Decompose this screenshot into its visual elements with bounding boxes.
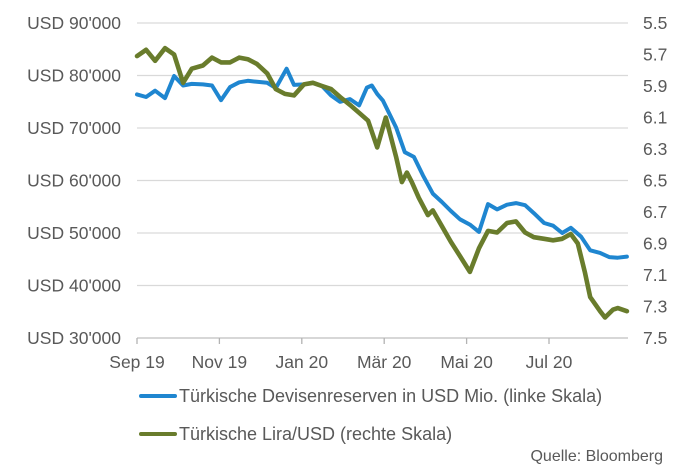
left-axis-tick-label: USD 90'000 bbox=[27, 13, 121, 33]
left-axis-tick-label: USD 70'000 bbox=[27, 118, 121, 138]
right-axis-tick-label: 6.5 bbox=[643, 171, 667, 191]
legend-swatch-reserves-line bbox=[139, 393, 177, 399]
x-axis-tick-label: Sep 19 bbox=[109, 352, 164, 372]
right-axis-tick-label: 7.3 bbox=[643, 297, 667, 317]
x-axis-tick-label: Jan 20 bbox=[276, 352, 329, 372]
x-axis-tick-label: Mär 20 bbox=[357, 352, 412, 372]
x-axis-tick-label: Mai 20 bbox=[440, 352, 493, 372]
series-line-reserves bbox=[135, 66, 629, 260]
right-axis-tick-label: 6.9 bbox=[643, 234, 667, 254]
legend-item-lira: Türkische Lira/USD (rechte Skala) bbox=[139, 423, 602, 445]
x-axis-tick-label: Jul 20 bbox=[526, 352, 573, 372]
left-axis-tick-label: USD 50'000 bbox=[27, 223, 121, 243]
right-axis-tick-label: 6.7 bbox=[643, 202, 667, 222]
left-axis-tick-label: USD 30'000 bbox=[27, 328, 121, 348]
legend-label-reserves: Türkische Devisenreserven in USD Mio. (l… bbox=[179, 385, 603, 406]
series-line-lira bbox=[134, 45, 630, 320]
line-chart-plot: USD 90'000 USD 80'000 USD 70'000 USD 60'000… bbox=[27, 13, 667, 372]
legend-swatch-lira-line bbox=[139, 431, 177, 437]
right-axis-tick-label: 7.1 bbox=[643, 265, 667, 285]
legend-item-reserves: Türkische Devisenreserven in USD Mio. (l… bbox=[139, 385, 602, 407]
right-axis-tick-label: 6.3 bbox=[643, 139, 667, 159]
x-axis-tick-label: Nov 19 bbox=[192, 352, 247, 372]
right-axis-tick-label: 6.1 bbox=[643, 108, 667, 128]
legend-label-lira: Türkische Lira/USD (rechte Skala) bbox=[179, 423, 453, 444]
left-axis-tick-label: USD 60'000 bbox=[27, 171, 121, 191]
left-axis-tick-label: USD 40'000 bbox=[27, 276, 121, 296]
right-axis-tick-label: 5.9 bbox=[643, 76, 667, 96]
right-axis-tick-label: 5.5 bbox=[643, 13, 667, 33]
right-axis-tick-label: 5.7 bbox=[643, 45, 667, 65]
left-axis-tick-label: USD 80'000 bbox=[27, 66, 121, 86]
chart-legend: Türkische Devisenreserven in USD Mio. (l… bbox=[139, 385, 602, 461]
source-credit: Quelle: Bloomberg bbox=[530, 448, 663, 465]
right-axis-tick-label: 7.5 bbox=[643, 328, 667, 348]
